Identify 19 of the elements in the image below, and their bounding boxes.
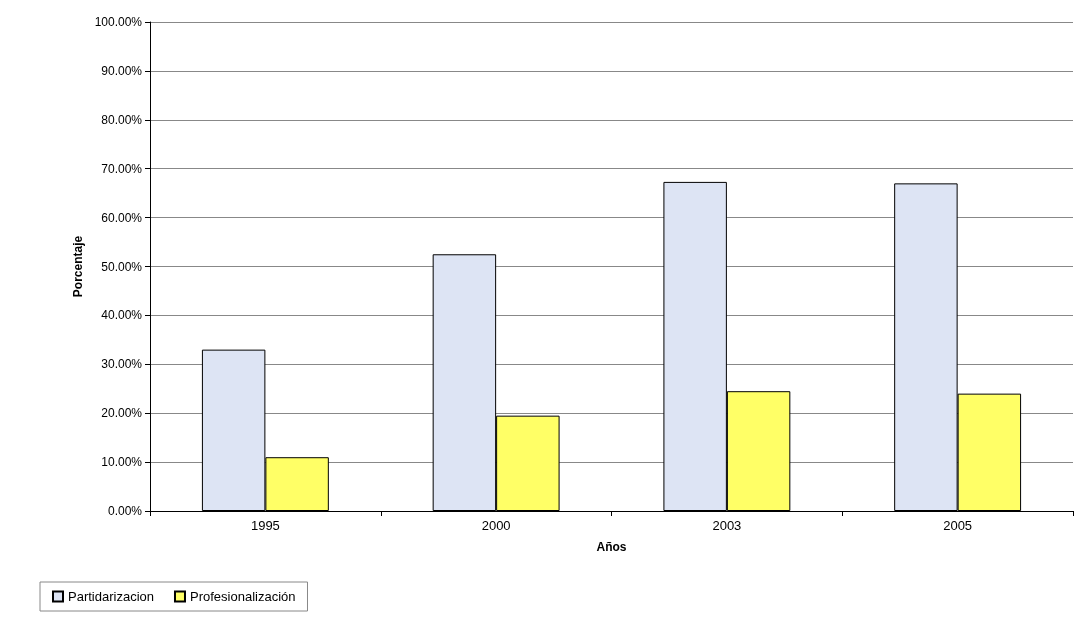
x-tick-label: 2000: [481, 518, 511, 533]
y-axis-title: Porcentaje: [70, 235, 85, 298]
x-axis-title: Años: [596, 540, 627, 554]
y-tick-label: 90.00%: [101, 63, 143, 78]
y-tick-label: 100.00%: [94, 15, 143, 29]
y-tick-label: 20.00%: [101, 406, 143, 421]
y-tick-label: 30.00%: [101, 357, 143, 372]
y-tick-label: 10.00%: [101, 455, 143, 470]
y-tick-label: 0.00%: [107, 504, 143, 518]
y-tick-label: 80.00%: [101, 112, 143, 127]
legend-label: Partidarizacion: [68, 589, 154, 604]
x-tick-label: 2003: [712, 518, 742, 533]
y-tick-label: 40.00%: [101, 308, 143, 323]
legend-label: Profesionalización: [189, 589, 296, 604]
y-tick-label: 60.00%: [101, 210, 143, 225]
y-tick-label: 70.00%: [101, 161, 143, 176]
x-tick-label: 1995: [250, 518, 280, 533]
y-tick-label: 50.00%: [101, 259, 143, 274]
x-tick-label: 2005: [943, 518, 973, 533]
